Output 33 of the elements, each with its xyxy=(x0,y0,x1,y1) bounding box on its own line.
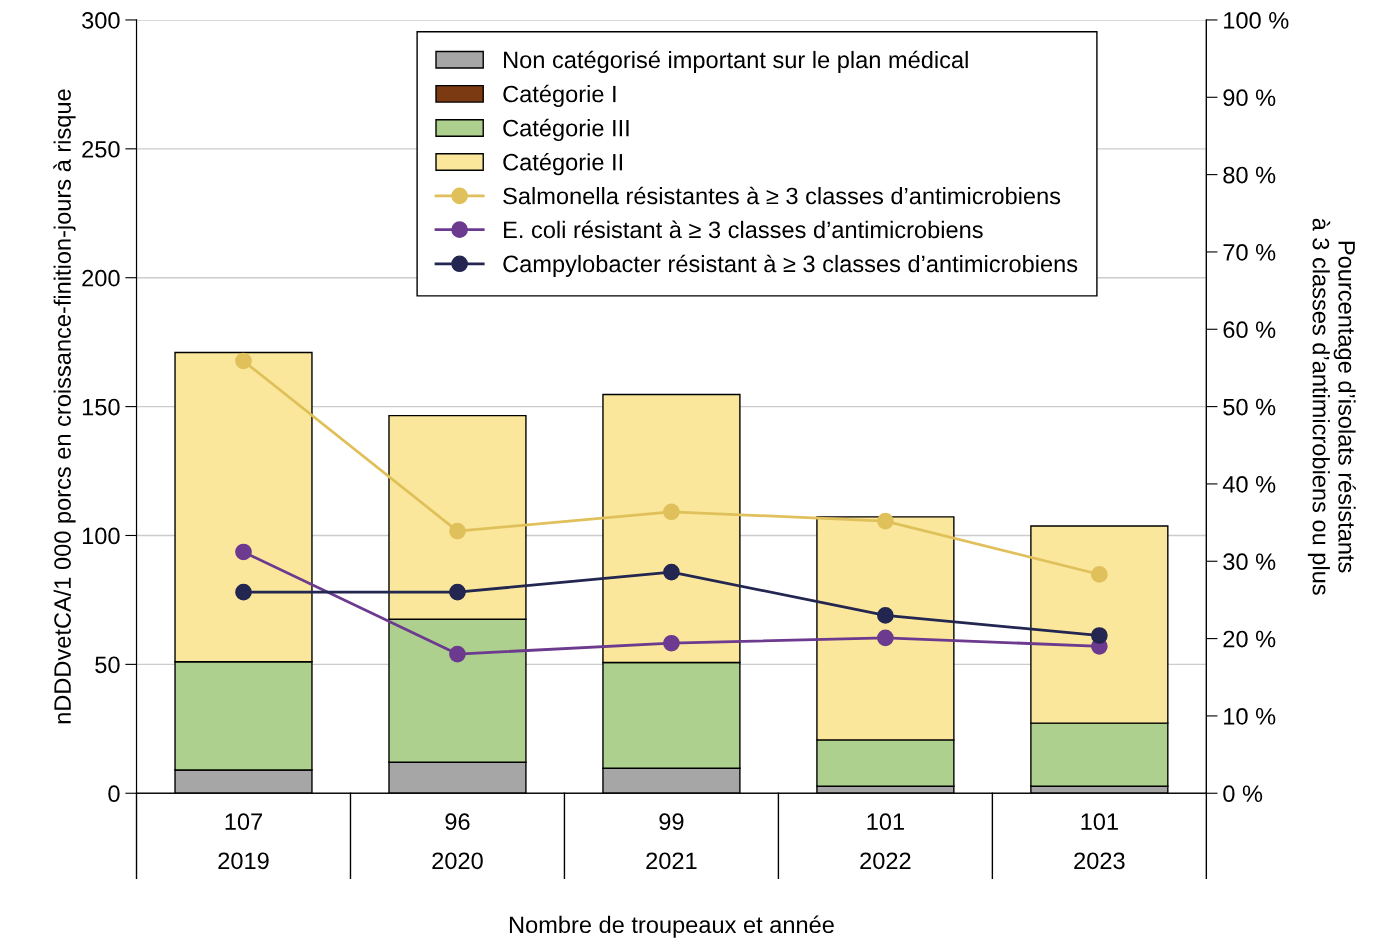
legend-label: Catégorie I xyxy=(503,84,616,108)
y2-tick-label: 10 % xyxy=(1224,707,1276,725)
y2-tick-label: 0 % xyxy=(1223,785,1263,803)
y2-tick-label: 40 % xyxy=(1222,476,1276,493)
x-axis-title: Nombre de troupeaux et année xyxy=(509,915,834,938)
y2-tick-label: 60 % xyxy=(1223,321,1276,339)
y2-tick-label: 70 % xyxy=(1223,244,1276,261)
x-tick-label: 96 2020 xyxy=(432,813,483,870)
y-tick-label: 150 xyxy=(82,398,120,416)
y-tick-label: 50 xyxy=(95,656,120,674)
y2-tick-label: 50 % xyxy=(1223,398,1276,416)
legend-label: Non catégorisé important sur le plan médical xyxy=(504,50,968,73)
y2-axis-title: Pourcentage d’isolats résistants à 3 classes d’antimicrobiens ou plus xyxy=(1307,218,1356,595)
x-tick-label: 101 2022 xyxy=(860,813,911,870)
legend-label: Salmonella résistantes à ≥ 3 classes d’antimicrobiens xyxy=(503,186,1061,205)
y2-tick-label: 90 % xyxy=(1223,89,1276,107)
legend-label: Catégorie II xyxy=(503,152,622,176)
y2-tick-label: 80 % xyxy=(1223,166,1276,184)
x-tick-label: 107 2019 xyxy=(218,813,269,870)
y2-tick-label: 30 % xyxy=(1223,553,1276,571)
y2-tick-label: 100 % xyxy=(1224,12,1289,29)
legend-label: Campylobacter résistant à ≥ 3 classes d’antimicrobiens xyxy=(503,254,1078,277)
y-tick-label: 250 xyxy=(82,140,120,158)
y-axis-title: nDDDvetCA/1 000 porcs en croissance-finition-jours à risque xyxy=(53,89,76,724)
x-tick-label: 101 2023 xyxy=(1074,813,1125,870)
y-tick-label: 200 xyxy=(82,269,120,287)
y2-tick-label: 20 % xyxy=(1223,630,1276,648)
legend-label: E. coli résistant à ≥ 3 classes d’antimicrobiens xyxy=(504,220,983,239)
y-tick-label: 100 xyxy=(82,527,120,545)
x-tick-label: 99 2021 xyxy=(646,813,697,870)
y-tick-label: 300 xyxy=(82,12,120,29)
y-tick-label: 0 xyxy=(108,785,120,803)
legend-label: Catégorie III xyxy=(503,118,629,142)
